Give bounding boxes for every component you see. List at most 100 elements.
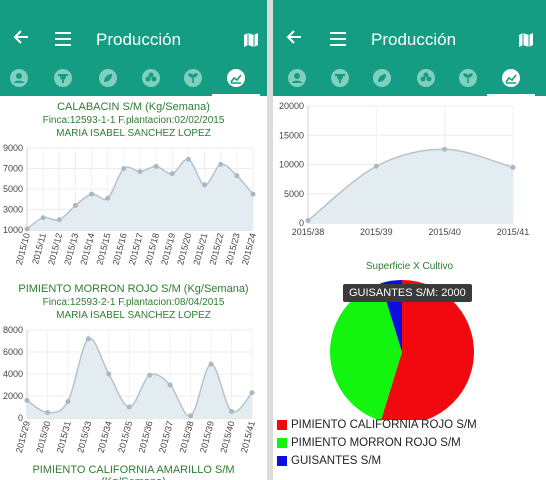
data-point bbox=[85, 336, 91, 342]
x-tick-label: 2015/39 bbox=[360, 227, 393, 237]
tab-person[interactable] bbox=[9, 68, 29, 88]
leaf-icon bbox=[99, 69, 117, 87]
legend-item: PIMIENTO CALIFORNIA ROJO S/M bbox=[277, 419, 477, 435]
chart2-owner: MARIA ISABEL SANCHEZ LOPEZ bbox=[56, 310, 211, 321]
tab-farmer[interactable] bbox=[330, 68, 350, 88]
chart-list[interactable]: 0 5000 10000 15000 20000 2015/38 2015/39 2015/4… bbox=[273, 96, 546, 480]
x-tick-label: 2015/22 bbox=[208, 232, 226, 266]
x-tick-label: 2015/19 bbox=[159, 232, 177, 266]
pie-title: Superficie X Cultivo bbox=[365, 261, 454, 272]
y-tick-label: 4000 bbox=[3, 369, 23, 379]
data-point bbox=[202, 182, 208, 188]
tab-sprout[interactable] bbox=[183, 68, 203, 88]
y-tick-label: 5000 bbox=[3, 184, 23, 194]
data-point bbox=[229, 408, 235, 414]
x-tick-label: 2015/15 bbox=[95, 232, 113, 266]
x-tick-label: 2015/21 bbox=[191, 232, 209, 266]
y-tick-label: 10000 bbox=[279, 160, 304, 170]
chart1-owner: MARIA ISABEL SANCHEZ LOPEZ bbox=[56, 128, 211, 139]
chart2-finca: Finca:12593-2-1 F.plantacion:08/04/2015 bbox=[42, 297, 225, 308]
data-point bbox=[24, 226, 30, 232]
x-tick-label: 2015/38 bbox=[177, 420, 195, 454]
legend-swatch bbox=[277, 456, 287, 466]
x-tick-label: 2015/14 bbox=[78, 232, 96, 266]
x-tick-label: 2015/35 bbox=[116, 420, 134, 454]
legend-label: PIMIENTO MORRON ROJO S/M bbox=[291, 437, 461, 449]
data-point bbox=[65, 399, 71, 404]
page-title: Producción bbox=[96, 30, 182, 49]
x-tick-label: 2015/37 bbox=[157, 420, 175, 454]
y-tick-label: 20000 bbox=[279, 102, 304, 111]
data-point bbox=[89, 191, 95, 197]
x-tick-label: 2015/41 bbox=[239, 420, 257, 454]
data-point bbox=[56, 217, 62, 223]
legend-item: GUISANTES S/M bbox=[277, 455, 381, 471]
x-tick-label: 2015/24 bbox=[240, 232, 258, 266]
right-screen: Producción 0 5000 10000 15000 20000 2015/38 20… bbox=[273, 0, 546, 480]
data-point bbox=[24, 397, 30, 403]
back-button[interactable] bbox=[285, 28, 305, 50]
tab-chart[interactable] bbox=[487, 68, 535, 97]
y-tick-label: 8000 bbox=[3, 325, 23, 335]
data-point bbox=[153, 163, 159, 169]
legend-label: PIMIENTO CALIFORNIA ROJO S/M bbox=[291, 419, 477, 431]
x-tick-label: 2015/16 bbox=[111, 232, 129, 266]
data-point bbox=[121, 166, 127, 171]
data-point bbox=[105, 195, 111, 201]
map-icon[interactable] bbox=[243, 32, 259, 48]
tab-clover[interactable] bbox=[141, 68, 161, 88]
sprout-icon bbox=[459, 69, 477, 87]
arrow-left-icon bbox=[286, 30, 301, 44]
legend-item: PIMIENTO MORRON ROJO S/M bbox=[277, 437, 461, 453]
data-point bbox=[249, 390, 255, 396]
data-point bbox=[167, 382, 173, 388]
menu-icon[interactable] bbox=[330, 32, 346, 46]
tab-sprout[interactable] bbox=[458, 68, 478, 88]
legend-swatch bbox=[277, 438, 287, 448]
back-button[interactable] bbox=[12, 28, 32, 50]
chart-icon bbox=[502, 69, 520, 87]
app-bar: Producción bbox=[0, 0, 267, 97]
tab-farmer[interactable] bbox=[53, 68, 73, 88]
chart-list[interactable]: CALABACIN S/M (Kg/Semana) Finca:12593-1-… bbox=[0, 96, 267, 480]
data-point bbox=[40, 215, 46, 221]
tab-leaf[interactable] bbox=[372, 68, 392, 88]
tab-leaf[interactable] bbox=[98, 68, 118, 88]
tab-person[interactable] bbox=[287, 68, 307, 88]
y-tick-label: 1000 bbox=[3, 225, 23, 235]
series-line bbox=[307, 148, 514, 222]
data-point bbox=[234, 173, 240, 179]
pie-slice bbox=[330, 283, 402, 420]
chart2-title: PIMIENTO MORRON ROJO S/M (Kg/Semana) bbox=[18, 283, 249, 295]
series-area bbox=[27, 159, 253, 230]
x-tick-label: 2015/39 bbox=[198, 420, 216, 454]
legend-swatch bbox=[277, 420, 287, 430]
chart1-title: CALABACIN S/M (Kg/Semana) bbox=[57, 101, 210, 113]
y-tick-label: 5000 bbox=[284, 189, 304, 199]
data-point bbox=[137, 169, 143, 175]
farmer-icon bbox=[54, 69, 72, 87]
x-tick-label: 2015/30 bbox=[34, 420, 52, 454]
data-point bbox=[44, 410, 50, 415]
tab-clover[interactable] bbox=[416, 68, 436, 88]
chart3-plot: 0 5000 10000 15000 20000 2015/38 2015/39 2015/4… bbox=[279, 102, 529, 237]
leaf-icon bbox=[373, 69, 391, 87]
data-point bbox=[250, 191, 256, 197]
pie-chart bbox=[330, 280, 474, 420]
clover-icon bbox=[142, 69, 160, 87]
app-bar: Producción bbox=[273, 0, 546, 97]
x-tick-label: 2015/10 bbox=[14, 232, 32, 266]
person-icon bbox=[288, 69, 306, 87]
tab-chart[interactable] bbox=[212, 68, 260, 97]
y-tick-label: 0 bbox=[18, 413, 23, 423]
data-point bbox=[218, 161, 224, 167]
data-point bbox=[169, 171, 175, 177]
x-tick-label: 2015/23 bbox=[224, 232, 242, 266]
x-tick-label: 2015/36 bbox=[137, 420, 155, 454]
data-point bbox=[373, 163, 379, 169]
arrow-left-icon bbox=[13, 30, 28, 44]
map-icon[interactable] bbox=[518, 32, 534, 48]
menu-icon[interactable] bbox=[55, 32, 71, 46]
tab-bar bbox=[273, 64, 546, 97]
left-screen: Producción CALABACIN S/M (Kg/Semana) Fin… bbox=[0, 0, 267, 480]
